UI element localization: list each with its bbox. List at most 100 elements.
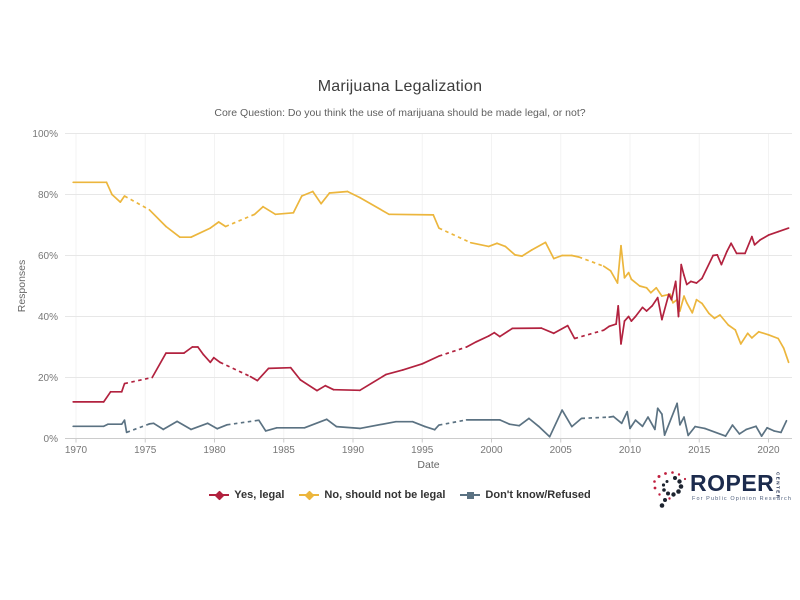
series-segment bbox=[324, 384, 335, 391]
series-segment bbox=[217, 221, 227, 228]
x-tick-label: 2005 bbox=[550, 445, 573, 456]
series-segment bbox=[683, 274, 688, 286]
series-segment bbox=[388, 213, 435, 216]
series-segment bbox=[544, 241, 555, 260]
series-segment bbox=[124, 376, 153, 385]
series-segment bbox=[176, 420, 192, 431]
x-tick-label: 1970 bbox=[65, 445, 88, 456]
series-segment bbox=[303, 418, 328, 429]
series-segment bbox=[424, 425, 436, 431]
series-segment bbox=[332, 388, 361, 392]
series-segment bbox=[685, 280, 692, 286]
legend-item-no-should-not-be-legal[interactable]: No, should not be legal bbox=[299, 489, 445, 501]
series-segment bbox=[649, 286, 658, 294]
series-segment bbox=[566, 324, 576, 340]
series-segment bbox=[487, 242, 498, 248]
x-tick-label: 1985 bbox=[273, 445, 296, 456]
series-segment bbox=[102, 390, 112, 403]
series-segment bbox=[256, 367, 270, 382]
series-segment bbox=[202, 353, 212, 364]
series-segment bbox=[540, 327, 555, 335]
series-segment bbox=[292, 195, 303, 214]
legend-item-yes-legal[interactable]: Yes, legal bbox=[209, 489, 284, 501]
series-segment bbox=[578, 256, 604, 267]
series-segment bbox=[641, 306, 648, 312]
series-segment bbox=[346, 190, 361, 199]
series-segment bbox=[612, 415, 623, 425]
series-segment bbox=[359, 420, 397, 430]
y-tick-label: 80% bbox=[38, 190, 58, 201]
roper-logo-center-text: CENTER bbox=[775, 472, 781, 500]
series-segment bbox=[617, 304, 622, 345]
series-segment bbox=[212, 356, 221, 364]
series-segment bbox=[493, 331, 501, 338]
square-marker-icon bbox=[460, 489, 481, 501]
series-segment bbox=[645, 304, 654, 312]
series-segment bbox=[623, 315, 630, 322]
series-segment bbox=[701, 302, 710, 315]
series-segment bbox=[105, 181, 113, 196]
series-segment bbox=[465, 340, 478, 348]
series-segment bbox=[647, 416, 656, 431]
legend-item-don-t-know-refused[interactable]: Don't know/Refused bbox=[460, 489, 591, 501]
series-segment bbox=[518, 417, 530, 427]
series-segment bbox=[162, 420, 178, 431]
series-segment bbox=[206, 422, 219, 430]
series-segment bbox=[701, 254, 714, 280]
series-segment bbox=[731, 424, 741, 435]
series-segment bbox=[620, 320, 626, 345]
series-segment bbox=[616, 244, 622, 284]
series-segment bbox=[730, 242, 738, 255]
series-segment bbox=[630, 278, 641, 287]
series-segment bbox=[645, 286, 652, 294]
series-segment bbox=[274, 211, 295, 216]
series-segment bbox=[755, 425, 763, 437]
series-segment bbox=[496, 242, 507, 248]
series-segment bbox=[552, 324, 569, 335]
series-segment bbox=[695, 277, 703, 284]
series-line-yes-legal bbox=[72, 227, 790, 403]
series-segment bbox=[620, 410, 629, 425]
series-segment bbox=[152, 422, 165, 431]
series-segment bbox=[219, 361, 251, 378]
series-segment bbox=[757, 330, 770, 336]
series-segment bbox=[685, 301, 694, 314]
series-segment bbox=[209, 221, 220, 229]
series-segment bbox=[773, 430, 782, 434]
series-segment bbox=[190, 422, 209, 431]
series-segment bbox=[609, 269, 619, 284]
series-segment bbox=[433, 424, 440, 431]
x-tick-label: 2020 bbox=[757, 445, 780, 456]
series-segment bbox=[670, 280, 677, 301]
x-tick-label: 1980 bbox=[203, 445, 226, 456]
series-segment bbox=[438, 346, 467, 357]
series-segment bbox=[311, 190, 322, 205]
series-segment bbox=[119, 195, 126, 203]
series-segment bbox=[623, 271, 630, 279]
series-segment bbox=[680, 263, 685, 277]
series-segment bbox=[581, 416, 610, 420]
diamond-marker-icon bbox=[299, 489, 320, 501]
series-segment bbox=[724, 424, 734, 437]
series-segment bbox=[683, 295, 688, 304]
series-segment bbox=[299, 379, 318, 392]
series-segment bbox=[552, 254, 563, 260]
series-segment bbox=[498, 419, 511, 426]
series-segment bbox=[385, 369, 404, 376]
chart-title: Marijuana Legalization bbox=[317, 78, 483, 95]
roper-logo-wordmark: ROPER bbox=[690, 470, 775, 496]
series-segment bbox=[316, 384, 327, 392]
legend-label: Don't know/Refused bbox=[485, 489, 591, 501]
series-segment bbox=[738, 428, 748, 435]
y-tick-label: 40% bbox=[38, 312, 58, 323]
roper-logo-text: ROPER CENTER For Public Opinion Research bbox=[690, 470, 792, 503]
series-segment bbox=[627, 315, 633, 322]
series-segment bbox=[289, 366, 302, 381]
series-segment bbox=[726, 242, 732, 253]
series-segment bbox=[656, 407, 663, 415]
x-tick-label: 1990 bbox=[342, 445, 365, 456]
series-segment bbox=[629, 419, 637, 430]
series-segment bbox=[739, 332, 749, 345]
series-segment bbox=[751, 330, 760, 339]
